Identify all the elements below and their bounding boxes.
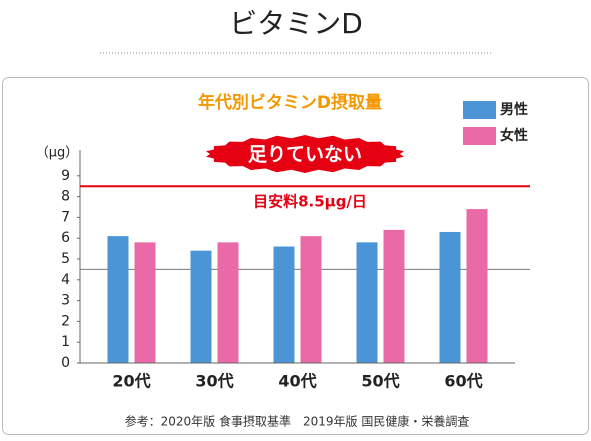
x-tick-label: 40代 [278, 372, 316, 391]
bar [134, 242, 156, 363]
y-unit: （μg） [36, 146, 79, 161]
x-tick-label: 20代 [112, 372, 150, 391]
bar [217, 242, 239, 363]
bar [300, 236, 322, 363]
x-tick-label: 30代 [195, 372, 233, 391]
chart-title: 年代別ビタミンD摂取量 [198, 92, 382, 113]
legend-label: 女性 [500, 127, 528, 144]
y-tick-label: 7 [61, 209, 70, 225]
y-tick-label: 6 [61, 230, 70, 246]
bar [356, 242, 378, 363]
bar [273, 246, 295, 363]
y-tick-label: 2 [61, 313, 70, 329]
y-tick-label: 8 [61, 189, 70, 205]
y-tick-label: 9 [61, 168, 70, 184]
legend-label: 男性 [500, 101, 528, 118]
reference-label: 目安料8.5μg/日 [253, 193, 367, 211]
bar [190, 250, 212, 363]
y-tick-label: 0 [61, 355, 70, 371]
page-title: ビタミンD [229, 7, 363, 40]
bar [439, 231, 461, 363]
bar [107, 236, 129, 363]
x-tick-label: 50代 [361, 372, 399, 391]
annotation: 足りていない [248, 144, 362, 166]
legend-swatch [463, 127, 496, 145]
y-tick-label: 4 [61, 272, 70, 288]
x-tick-label: 60代 [444, 372, 482, 391]
annotation-badge [206, 135, 404, 173]
bar [383, 229, 405, 363]
bar [466, 209, 488, 363]
y-tick-label: 1 [61, 334, 70, 350]
legend-swatch [463, 101, 496, 119]
y-tick-label: 3 [61, 293, 70, 309]
y-tick-label: 5 [61, 251, 70, 267]
source: 参考：2020年版 食事摂取基準 2019年版 国民健康・栄養調査 [125, 414, 470, 429]
